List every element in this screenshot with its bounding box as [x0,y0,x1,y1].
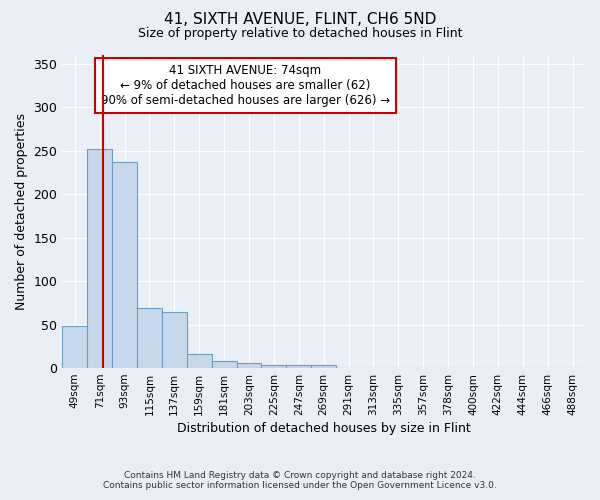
Bar [87,149,112,368]
Bar [187,354,212,368]
X-axis label: Distribution of detached houses by size in Flint: Distribution of detached houses by size … [177,422,470,435]
Text: 41, SIXTH AVENUE, FLINT, CH6 5ND: 41, SIXTH AVENUE, FLINT, CH6 5ND [164,12,436,28]
Bar [162,312,187,368]
Bar [62,326,87,368]
Bar [262,364,286,368]
Bar [286,364,311,368]
Bar [212,361,236,368]
Bar [137,308,162,368]
Bar [236,363,262,368]
Bar [112,162,137,368]
Y-axis label: Number of detached properties: Number of detached properties [15,113,28,310]
Text: Contains HM Land Registry data © Crown copyright and database right 2024.
Contai: Contains HM Land Registry data © Crown c… [103,470,497,490]
Text: 41 SIXTH AVENUE: 74sqm
← 9% of detached houses are smaller (62)
90% of semi-deta: 41 SIXTH AVENUE: 74sqm ← 9% of detached … [101,64,390,108]
Text: Size of property relative to detached houses in Flint: Size of property relative to detached ho… [138,28,462,40]
Bar [311,366,336,368]
